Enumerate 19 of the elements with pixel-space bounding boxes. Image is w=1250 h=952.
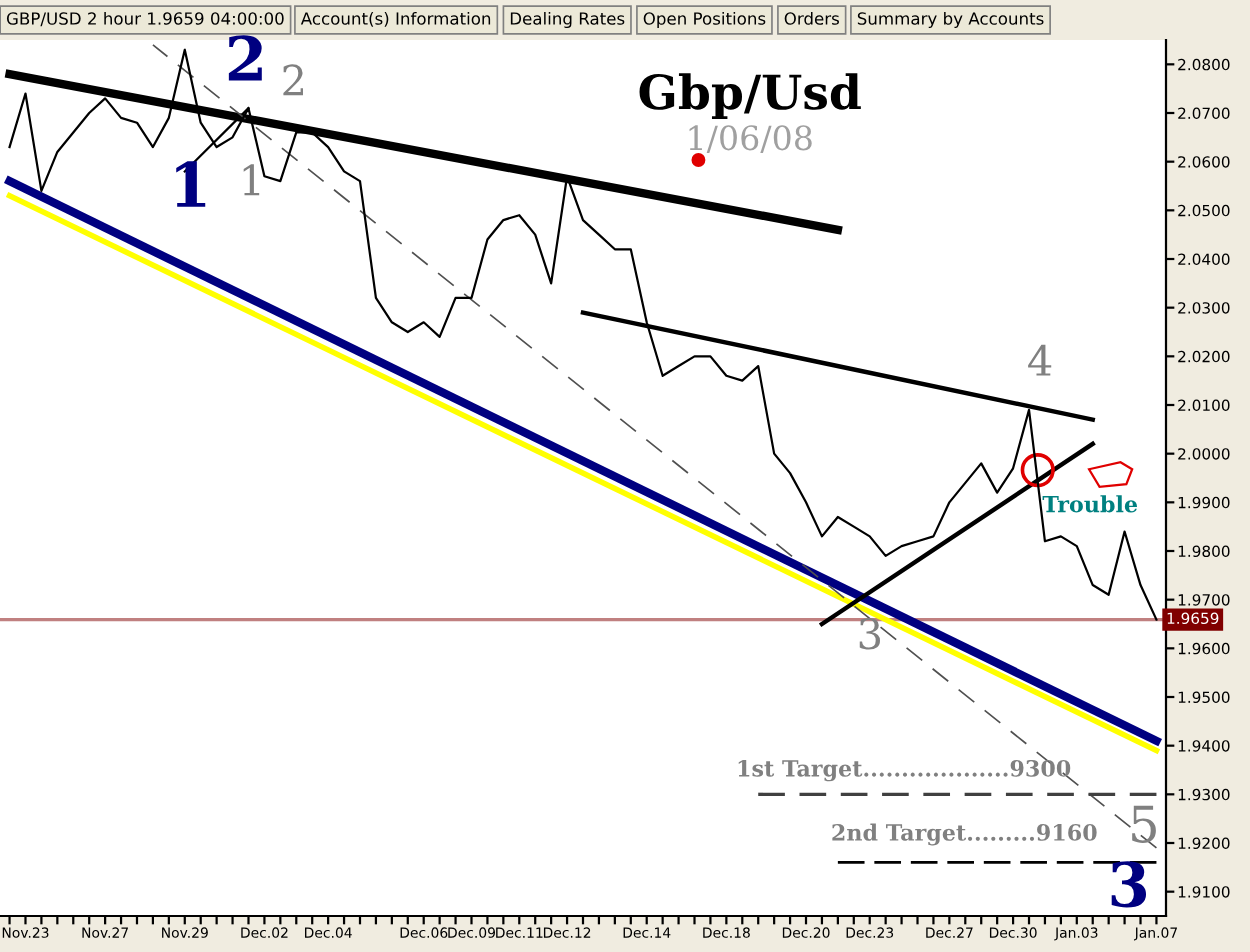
text: Summary by Accounts bbox=[857, 11, 1044, 29]
annotation: 2 bbox=[283, 64, 303, 96]
text: Account(s) Information bbox=[300, 11, 491, 27]
annotation: 2 bbox=[228, 35, 262, 81]
annotation: 1 bbox=[176, 161, 206, 207]
annotation: 1 bbox=[243, 164, 260, 196]
text: Dealing Rates bbox=[510, 11, 625, 29]
annotation: 2nd Target.........9160 bbox=[832, 823, 1097, 846]
annotation: 1st Target...................9300 bbox=[738, 759, 1071, 782]
text: GBP/USD 2 hour 1.9659 04:00:00 bbox=[6, 11, 284, 27]
annotation: 4 bbox=[1028, 344, 1052, 376]
text: Open Positions bbox=[643, 11, 766, 29]
annotation: 5 bbox=[1132, 805, 1156, 843]
text: Gbp/Usd bbox=[639, 73, 861, 119]
text: 1/06/08 bbox=[689, 125, 812, 154]
annotation: Trouble bbox=[1042, 495, 1138, 513]
text: Orders bbox=[784, 11, 839, 25]
annotation: 3 bbox=[1111, 861, 1147, 908]
annotation: 3 bbox=[859, 618, 880, 650]
